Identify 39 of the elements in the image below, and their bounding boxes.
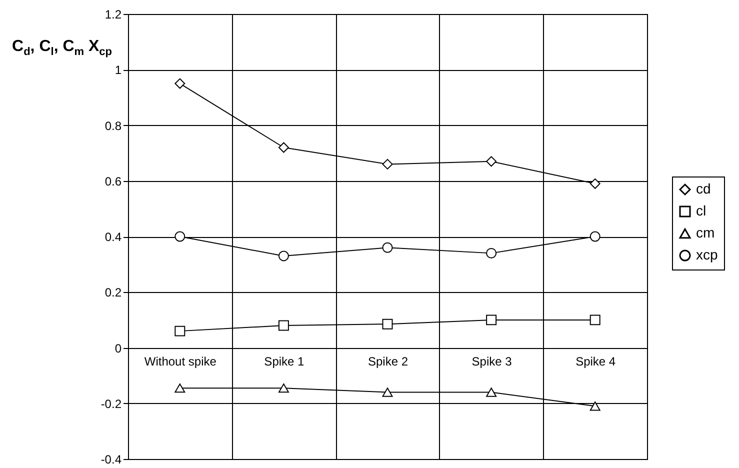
point [486, 248, 497, 258]
point [382, 242, 393, 253]
x-tick-label: Spike 3 [472, 354, 512, 368]
y-tick-label: 0 [114, 341, 122, 356]
point [278, 383, 289, 393]
point [486, 156, 497, 167]
point [174, 326, 186, 336]
y-tick-label: 0.8 [104, 118, 122, 133]
point [590, 231, 600, 242]
legend-label: cl [696, 202, 706, 218]
point [174, 231, 186, 242]
legend-label: cd [696, 180, 711, 196]
point [382, 158, 393, 170]
legend-label: cm [696, 224, 715, 240]
point [174, 78, 186, 89]
x-tick-label: Spike 4 [576, 354, 616, 368]
point [278, 142, 289, 153]
point [590, 314, 600, 326]
point [278, 320, 289, 331]
y-tick-label: 0.4 [104, 230, 122, 244]
x-tick-label: Without spike [144, 354, 217, 368]
point [486, 388, 497, 397]
point [486, 314, 497, 326]
y-tick-label: 1 [114, 63, 122, 78]
x-tick-label: Spike 1 [264, 354, 305, 368]
point [382, 318, 393, 330]
y-tick-label: 1.2 [104, 8, 122, 22]
y-tick-label: 0.2 [104, 286, 122, 300]
y-tick-label: 0.6 [104, 174, 122, 188]
point [590, 402, 600, 411]
point [382, 388, 393, 397]
point [174, 383, 186, 393]
legend-label: xcp [696, 246, 718, 262]
y-axis-title: C$_{d}$, C$_{l}$, C$_{m}$ X$_{cp}$ [12, 38, 112, 58]
y-tick-label: -0.4 [100, 452, 122, 466]
x-tick-label: Spike 2 [368, 354, 408, 368]
y-tick-label: -0.2 [100, 396, 122, 411]
point [590, 178, 600, 189]
point [278, 250, 289, 262]
